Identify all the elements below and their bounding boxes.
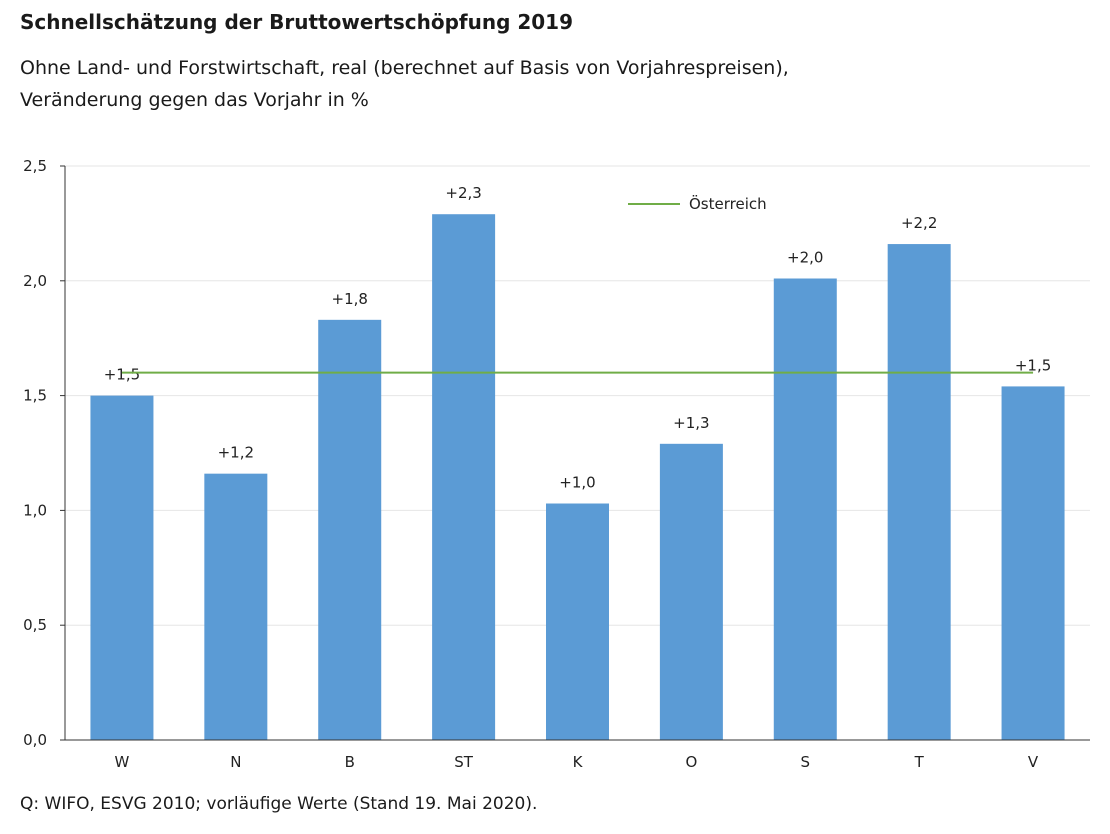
data-label-s: +2,0 xyxy=(787,249,823,267)
legend: Österreich xyxy=(628,194,767,213)
legend-label-oesterreich: Österreich xyxy=(689,194,767,213)
bar-k xyxy=(546,503,609,740)
data-label-o: +1,3 xyxy=(673,414,709,432)
source-note: Q: WIFO, ESVG 2010; vorläufige Werte (St… xyxy=(20,794,538,814)
bar-chart: +1,5 +1,2 +1,8 +2,3 +1,0 +1,3 +2,0 +2,2 +1,5 0,0… xyxy=(23,157,1090,771)
chart-subtitle: Ohne Land- und Forstwirtschaft, real (be… xyxy=(20,52,789,116)
data-label-v: +1,5 xyxy=(1015,356,1051,374)
bar-o xyxy=(659,443,723,740)
x-tick-label-n: N xyxy=(230,753,241,771)
bar-b xyxy=(318,319,382,740)
x-tick-label-v: V xyxy=(1028,753,1039,771)
y-tick-label: 2,0 xyxy=(23,272,47,290)
data-label-b: +1,8 xyxy=(332,290,368,308)
bar-v xyxy=(1001,386,1065,740)
bar-n xyxy=(204,473,268,740)
data-label-st: +2,3 xyxy=(445,184,481,202)
x-tick-label-t: T xyxy=(914,753,925,771)
subtitle-line-2: Veränderung gegen das Vorjahr in % xyxy=(20,89,369,111)
bar-s xyxy=(773,278,837,740)
data-label-n: +1,2 xyxy=(218,444,254,462)
chart-title: Schnellschätzung der Bruttowertschöpfung… xyxy=(20,10,574,34)
data-label-t: +2,2 xyxy=(901,214,937,232)
y-tick-label: 0,0 xyxy=(23,731,47,749)
x-tick-label-st: ST xyxy=(454,753,474,771)
y-tick-label: 0,5 xyxy=(23,616,47,634)
x-tick-label-b: B xyxy=(345,753,355,771)
axes: 0,00,51,01,52,02,5W N B ST K O S T V xyxy=(23,157,1090,771)
bar-t xyxy=(887,244,951,740)
x-tick-label-s: S xyxy=(801,753,811,771)
bar-st xyxy=(432,214,496,740)
subtitle-line-1: Ohne Land- und Forstwirtschaft, real (be… xyxy=(20,57,789,79)
x-tick-label-o: O xyxy=(685,753,697,771)
y-tick-label: 1,0 xyxy=(23,501,47,519)
x-tick-label-k: K xyxy=(573,753,584,771)
x-tick-label-w: W xyxy=(115,753,130,771)
data-label-w: +1,5 xyxy=(104,366,140,384)
y-tick-label: 2,5 xyxy=(23,157,47,175)
bars: +1,5 +1,2 +1,8 +2,3 +1,0 +1,3 +2,0 +2,2 +1,5 xyxy=(90,184,1065,740)
y-tick-label: 1,5 xyxy=(23,387,47,405)
bar-w xyxy=(90,395,154,740)
data-label-k: +1,0 xyxy=(559,474,595,492)
